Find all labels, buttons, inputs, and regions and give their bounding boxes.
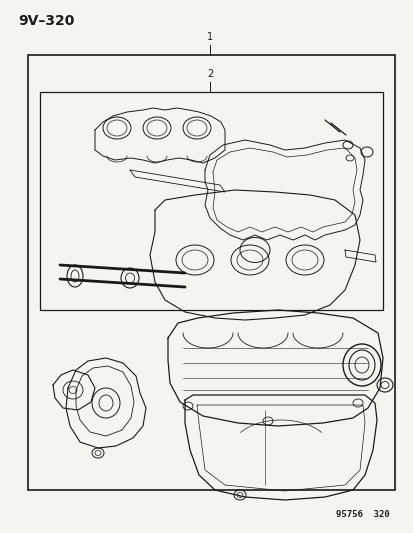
- Text: 9V–320: 9V–320: [18, 14, 74, 28]
- Bar: [40, 92, 382, 310]
- Text: 1: 1: [206, 32, 213, 42]
- Text: 2: 2: [206, 69, 213, 79]
- Text: 95756  320: 95756 320: [335, 510, 389, 519]
- Bar: [28, 55, 394, 490]
